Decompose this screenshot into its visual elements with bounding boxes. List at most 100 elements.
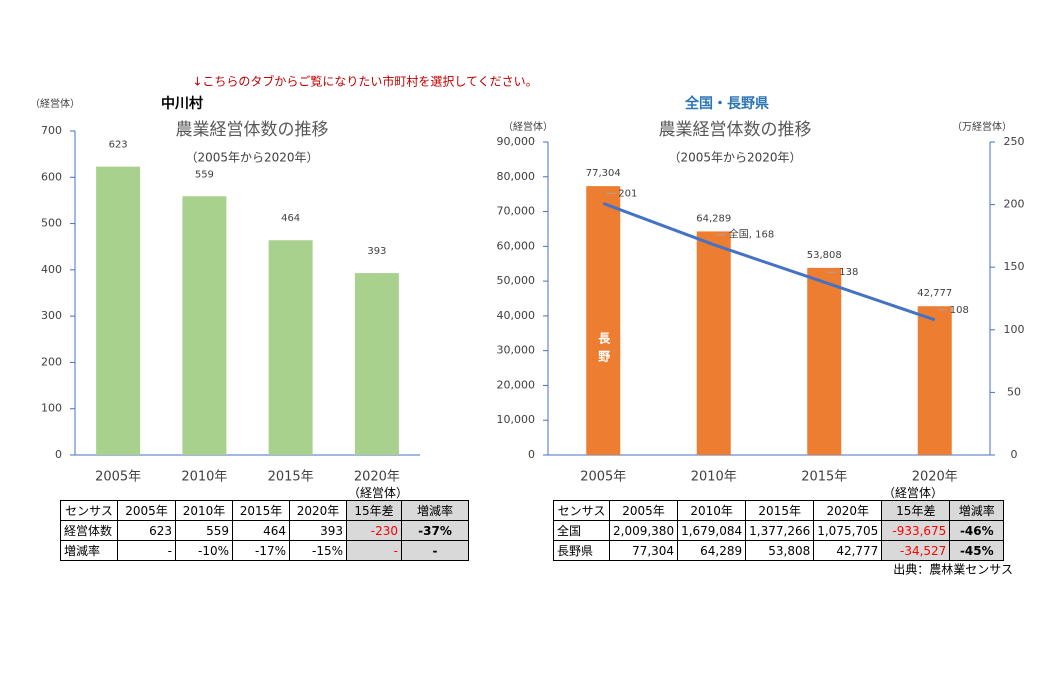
source: 出典：農林業センサス xyxy=(893,563,1013,577)
line-value-label: 108 xyxy=(950,305,969,316)
table-caption: （経営体） xyxy=(883,486,944,500)
header-cell: 2020年 xyxy=(813,500,883,521)
table-cell: -17% xyxy=(232,540,290,561)
chart-header: 全国・長野県 xyxy=(684,95,769,112)
y-tick-label: 700 xyxy=(41,124,62,137)
table-cell: 559 xyxy=(175,520,233,541)
x-tick-label: 2005年 xyxy=(580,470,626,485)
table-cell: -933,675 xyxy=(881,520,951,541)
x-tick-label: 2015年 xyxy=(268,470,314,485)
bar xyxy=(96,166,141,455)
y-tick-label: 30,000 xyxy=(497,344,536,357)
header-cell: センサス xyxy=(60,500,118,521)
y-tick-label: 40,000 xyxy=(497,309,536,322)
header-cell: 2015年 xyxy=(232,500,290,521)
table-row: 増減率 - -10% -17% -15% - - xyxy=(60,540,469,561)
value-label: 393 xyxy=(367,246,386,257)
chart-subtitle: （2005年から2020年） xyxy=(668,151,801,165)
table-cell: 53,808 xyxy=(745,540,815,561)
y2-axis-label: （万経営体） xyxy=(952,120,1012,133)
y2-tick-label: 200 xyxy=(1004,198,1025,211)
header-cell: 15年差 xyxy=(346,500,402,521)
table-cell: 増減率 xyxy=(60,540,118,561)
header-cell: 2005年 xyxy=(608,500,679,521)
y-tick-label: 600 xyxy=(41,170,62,183)
table-cell: - xyxy=(346,540,402,561)
table-cell: 長野県 xyxy=(553,540,610,561)
y-tick-label: 60,000 xyxy=(497,239,536,252)
table-cell: - xyxy=(117,540,176,561)
table-caption: （経営体） xyxy=(348,486,409,500)
header-cell: 15年差 xyxy=(881,500,951,521)
value-label: 77,304 xyxy=(586,168,621,179)
x-tick-label: 2010年 xyxy=(181,470,227,485)
table-cell: 2,009,380 xyxy=(608,520,679,541)
y-tick-label: 70,000 xyxy=(497,205,536,218)
header-cell: 2010年 xyxy=(677,500,747,521)
bar xyxy=(182,196,227,455)
table-cell: 64,289 xyxy=(677,540,747,561)
value-label: 42,777 xyxy=(917,288,952,299)
chart-title: 農業経営体数の推移 xyxy=(659,120,812,140)
y-tick-label: 0 xyxy=(55,448,62,461)
table-cell: 1,679,084 xyxy=(677,520,747,541)
table-cell: -46% xyxy=(949,520,1005,541)
line-value-label: 全国, 168 xyxy=(729,228,774,241)
header-cell: 増減率 xyxy=(401,500,469,521)
table-cell: -37% xyxy=(401,520,469,541)
table-row: センサス 2005年 2010年 2015年 2020年 15年差 増減率 xyxy=(60,500,469,521)
y2-tick-label: 250 xyxy=(1004,135,1025,148)
y-tick-label: 80,000 xyxy=(497,170,536,183)
value-label: 623 xyxy=(109,140,128,151)
bar xyxy=(586,186,621,455)
y-tick-label: 20,000 xyxy=(497,378,536,391)
line-value-label: 138 xyxy=(839,267,858,278)
x-tick-label: 2020年 xyxy=(912,470,958,485)
table-cell: -230 xyxy=(346,520,402,541)
x-tick-label: 2020年 xyxy=(354,470,400,485)
chart-subtitle: （2005年から2020年） xyxy=(185,151,318,165)
bar xyxy=(268,240,313,455)
value-label: 64,289 xyxy=(696,213,731,224)
bar xyxy=(696,231,731,455)
header-cell: 2010年 xyxy=(175,500,233,521)
y-tick-label: 300 xyxy=(41,309,62,322)
y-tick-label: 0 xyxy=(528,448,535,461)
value-label: 53,808 xyxy=(807,250,842,261)
y-tick-label: 50,000 xyxy=(497,274,536,287)
y-tick-label: 90,000 xyxy=(497,135,536,148)
table-cell: - xyxy=(401,540,469,561)
line xyxy=(602,201,936,322)
table-row: 経営体数 623 559 464 393 -230 -37% xyxy=(60,520,469,541)
x-tick-label: 2010年 xyxy=(691,470,737,485)
line-value-label: 201 xyxy=(618,188,637,199)
y-axis-label: （経営体） xyxy=(503,120,553,133)
y-tick-label: 10,000 xyxy=(497,413,536,426)
y-tick-label: 500 xyxy=(41,217,62,230)
table-cell: 464 xyxy=(232,520,290,541)
table-row: 長野県 77,304 64,289 53,808 42,777 -34,527 -45% xyxy=(553,540,1005,561)
bar xyxy=(807,267,842,455)
y2-tick-label: 150 xyxy=(1004,260,1025,273)
chart-header: 中川村 xyxy=(161,95,203,112)
table-cell: -45% xyxy=(949,540,1005,561)
table-cell: 393 xyxy=(289,520,347,541)
header-cell: 2005年 xyxy=(117,500,176,521)
data-table: センサス 2005年 2010年 2015年 2020年 15年差 増減率 全国 2,009,3… xyxy=(553,500,1005,561)
table-cell: -15% xyxy=(289,540,347,561)
y2-tick-label: 0 xyxy=(1011,448,1018,461)
table-cell: -34,527 xyxy=(881,540,951,561)
table-row: 全国 2,009,380 1,679,084 1,377,266 1,075,705 -9… xyxy=(553,520,1005,541)
data-table: センサス 2005年 2010年 2015年 2020年 15年差 増減率 経営体数 623 55… xyxy=(60,500,469,561)
bar xyxy=(354,273,399,455)
y-tick-label: 400 xyxy=(41,263,62,276)
table-cell: 1,377,266 xyxy=(745,520,815,541)
x-tick-label: 2015年 xyxy=(801,470,847,485)
table-cell: 全国 xyxy=(553,520,610,541)
value-label: 559 xyxy=(195,169,214,180)
y-tick-label: 200 xyxy=(41,355,62,368)
table-cell: -10% xyxy=(175,540,233,561)
header-cell: センサス xyxy=(553,500,610,521)
